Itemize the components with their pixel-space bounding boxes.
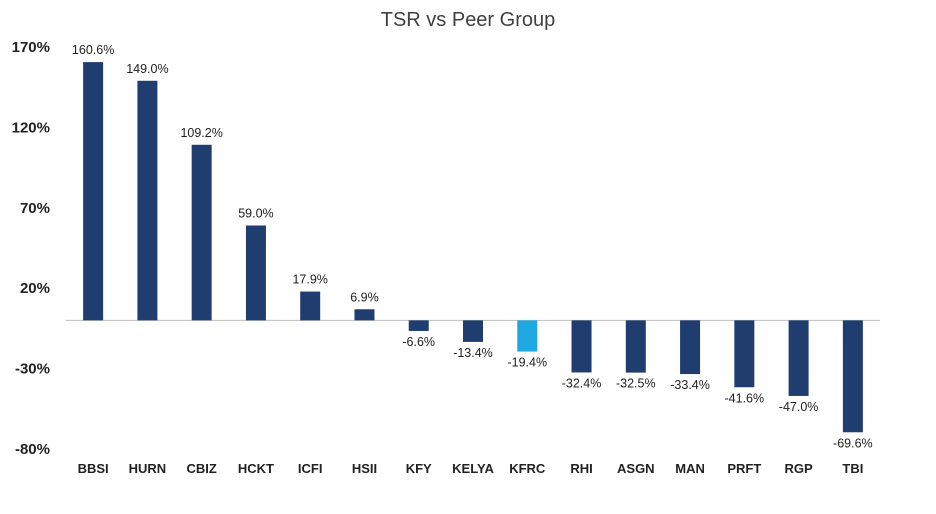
x-tick-label: ICFI xyxy=(298,461,323,476)
data-label: 6.9% xyxy=(350,290,379,304)
bar-series: 160.6% 149.0% 109.2% 59.0% 17.9% 6.9% -6.6% -13… xyxy=(72,43,873,450)
y-tick-label: 70% xyxy=(20,200,50,217)
data-label: -41.6% xyxy=(725,391,765,405)
data-label: -13.4% xyxy=(453,346,493,360)
x-tick-label: RHI xyxy=(570,461,592,476)
y-axis: 170% 120% 70% 20% -30% -80% xyxy=(12,39,50,458)
data-label: 109.2% xyxy=(180,126,222,140)
y-tick-label: 170% xyxy=(12,39,50,56)
y-tick-label: -80% xyxy=(15,441,50,458)
bar-bbsi xyxy=(83,62,104,321)
x-tick-label: KELYA xyxy=(452,461,494,476)
data-label: -47.0% xyxy=(779,400,819,414)
bar-hurn xyxy=(137,80,158,321)
bar-kfrc xyxy=(517,320,538,352)
y-tick-label: 20% xyxy=(20,280,50,297)
x-tick-label: HURN xyxy=(129,461,167,476)
x-tick-label: PRFT xyxy=(727,461,761,476)
x-axis: BBSI HURN CBIZ HCKT ICFI HSII KFY KELYA KFRC RHI A… xyxy=(78,461,864,476)
x-tick-label: ASGN xyxy=(617,461,655,476)
data-label: -32.5% xyxy=(616,377,656,391)
data-label: 160.6% xyxy=(72,43,114,57)
bar-cbiz xyxy=(191,144,212,321)
x-tick-label: BBSI xyxy=(78,461,109,476)
data-label: 59.0% xyxy=(238,206,273,220)
x-tick-label: RGP xyxy=(785,461,814,476)
bar-rhi xyxy=(571,320,592,373)
data-label: -6.6% xyxy=(402,335,435,349)
bar-rgp xyxy=(788,320,809,396)
x-tick-label: KFY xyxy=(406,461,432,476)
x-tick-label: HSII xyxy=(352,461,377,476)
data-label: -32.4% xyxy=(562,376,602,390)
data-label: -69.6% xyxy=(833,436,873,450)
x-tick-label: CBIZ xyxy=(186,461,216,476)
x-tick-label: TBI xyxy=(842,461,863,476)
bar-asgn xyxy=(625,320,646,373)
data-label: -19.4% xyxy=(507,356,547,370)
bar-prft xyxy=(734,320,755,388)
x-tick-label: MAN xyxy=(675,461,705,476)
x-tick-label: HCKT xyxy=(238,461,274,476)
chart-title: TSR vs Peer Group xyxy=(381,9,556,31)
data-label: 149.0% xyxy=(126,62,168,76)
bar-kfy xyxy=(408,320,429,331)
x-tick-label: KFRC xyxy=(509,461,546,476)
data-label: 17.9% xyxy=(292,273,327,287)
bar-kelya xyxy=(463,320,483,342)
data-label: -33.4% xyxy=(670,378,710,392)
bar-tbi xyxy=(842,320,863,433)
bar-man xyxy=(680,320,701,375)
bar-hckt xyxy=(245,225,266,321)
y-tick-label: 120% xyxy=(12,119,50,136)
y-tick-label: -30% xyxy=(15,361,50,378)
bar-hsii xyxy=(354,309,375,321)
bar-icfi xyxy=(300,291,321,321)
